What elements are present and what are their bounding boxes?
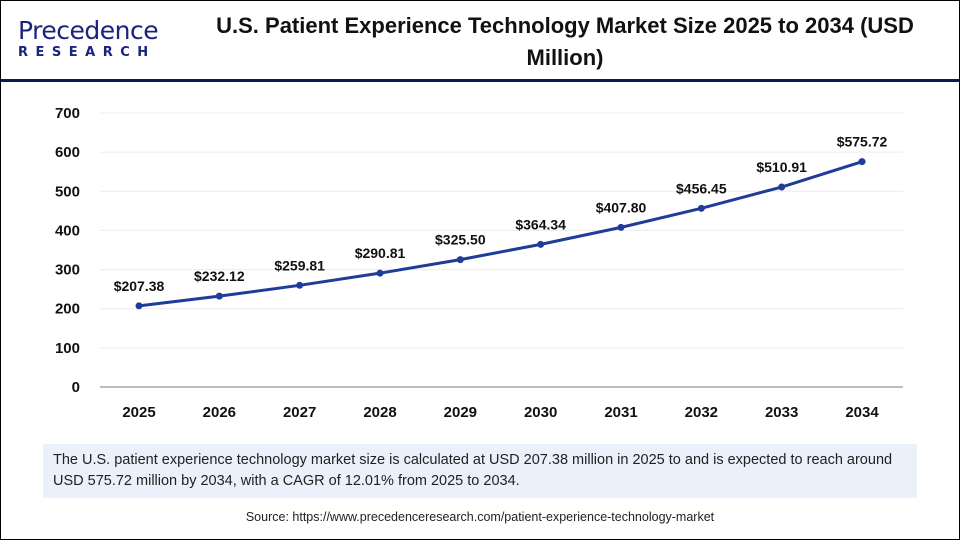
data-label: $456.45 (676, 180, 727, 196)
chart-title: U.S. Patient Experience Technology Marke… (216, 13, 914, 70)
x-tick-label: 2028 (363, 404, 396, 421)
x-tick-label: 2025 (122, 404, 155, 421)
logo-wordmark: Precedence (18, 16, 159, 45)
brand-logo: Precedence RESEARCH (18, 16, 159, 61)
data-label: $575.72 (837, 134, 888, 150)
data-point (376, 269, 384, 277)
data-label: $290.81 (355, 245, 406, 261)
logo-subtitle: RESEARCH (18, 45, 156, 60)
x-tick-label: 2029 (444, 404, 477, 421)
y-tick-label: 400 (55, 222, 80, 239)
summary-note: The U.S. patient experience technology m… (43, 444, 917, 498)
header-divider (1, 79, 959, 82)
source-text: Source: https://www.precedenceresearch.c… (245, 510, 715, 524)
data-label: $364.34 (515, 216, 566, 232)
data-point (135, 302, 143, 310)
data-point (215, 292, 223, 300)
x-tick-label: 2027 (283, 404, 316, 421)
data-label: $510.91 (756, 159, 807, 175)
x-tick-label: 2034 (845, 404, 879, 421)
y-tick-label: 300 (55, 262, 80, 279)
data-point (456, 256, 464, 264)
series-line (138, 160, 863, 308)
y-tick-label: 500 (55, 183, 80, 200)
x-tick-label: 2032 (685, 404, 718, 421)
y-tick-label: 700 (55, 105, 80, 122)
data-point (296, 281, 304, 289)
x-tick-label: 2026 (203, 404, 236, 421)
y-tick-label: 600 (55, 144, 80, 161)
y-tick-label: 200 (55, 301, 80, 318)
data-label: $259.81 (274, 257, 325, 273)
data-label: $232.12 (194, 268, 245, 284)
data-point (617, 223, 625, 231)
data-point (858, 158, 866, 166)
data-point (697, 204, 705, 212)
x-tick-label: 2030 (524, 404, 557, 421)
data-label: $325.50 (435, 232, 486, 248)
y-tick-label: 100 (55, 340, 80, 357)
x-tick-label: 2031 (604, 404, 637, 421)
y-tick-label: 0 (72, 379, 80, 396)
data-label: $207.38 (114, 278, 165, 294)
data-point (778, 183, 786, 191)
x-tick-label: 2033 (765, 404, 798, 421)
data-label: $407.80 (596, 199, 647, 215)
data-point (537, 240, 545, 248)
